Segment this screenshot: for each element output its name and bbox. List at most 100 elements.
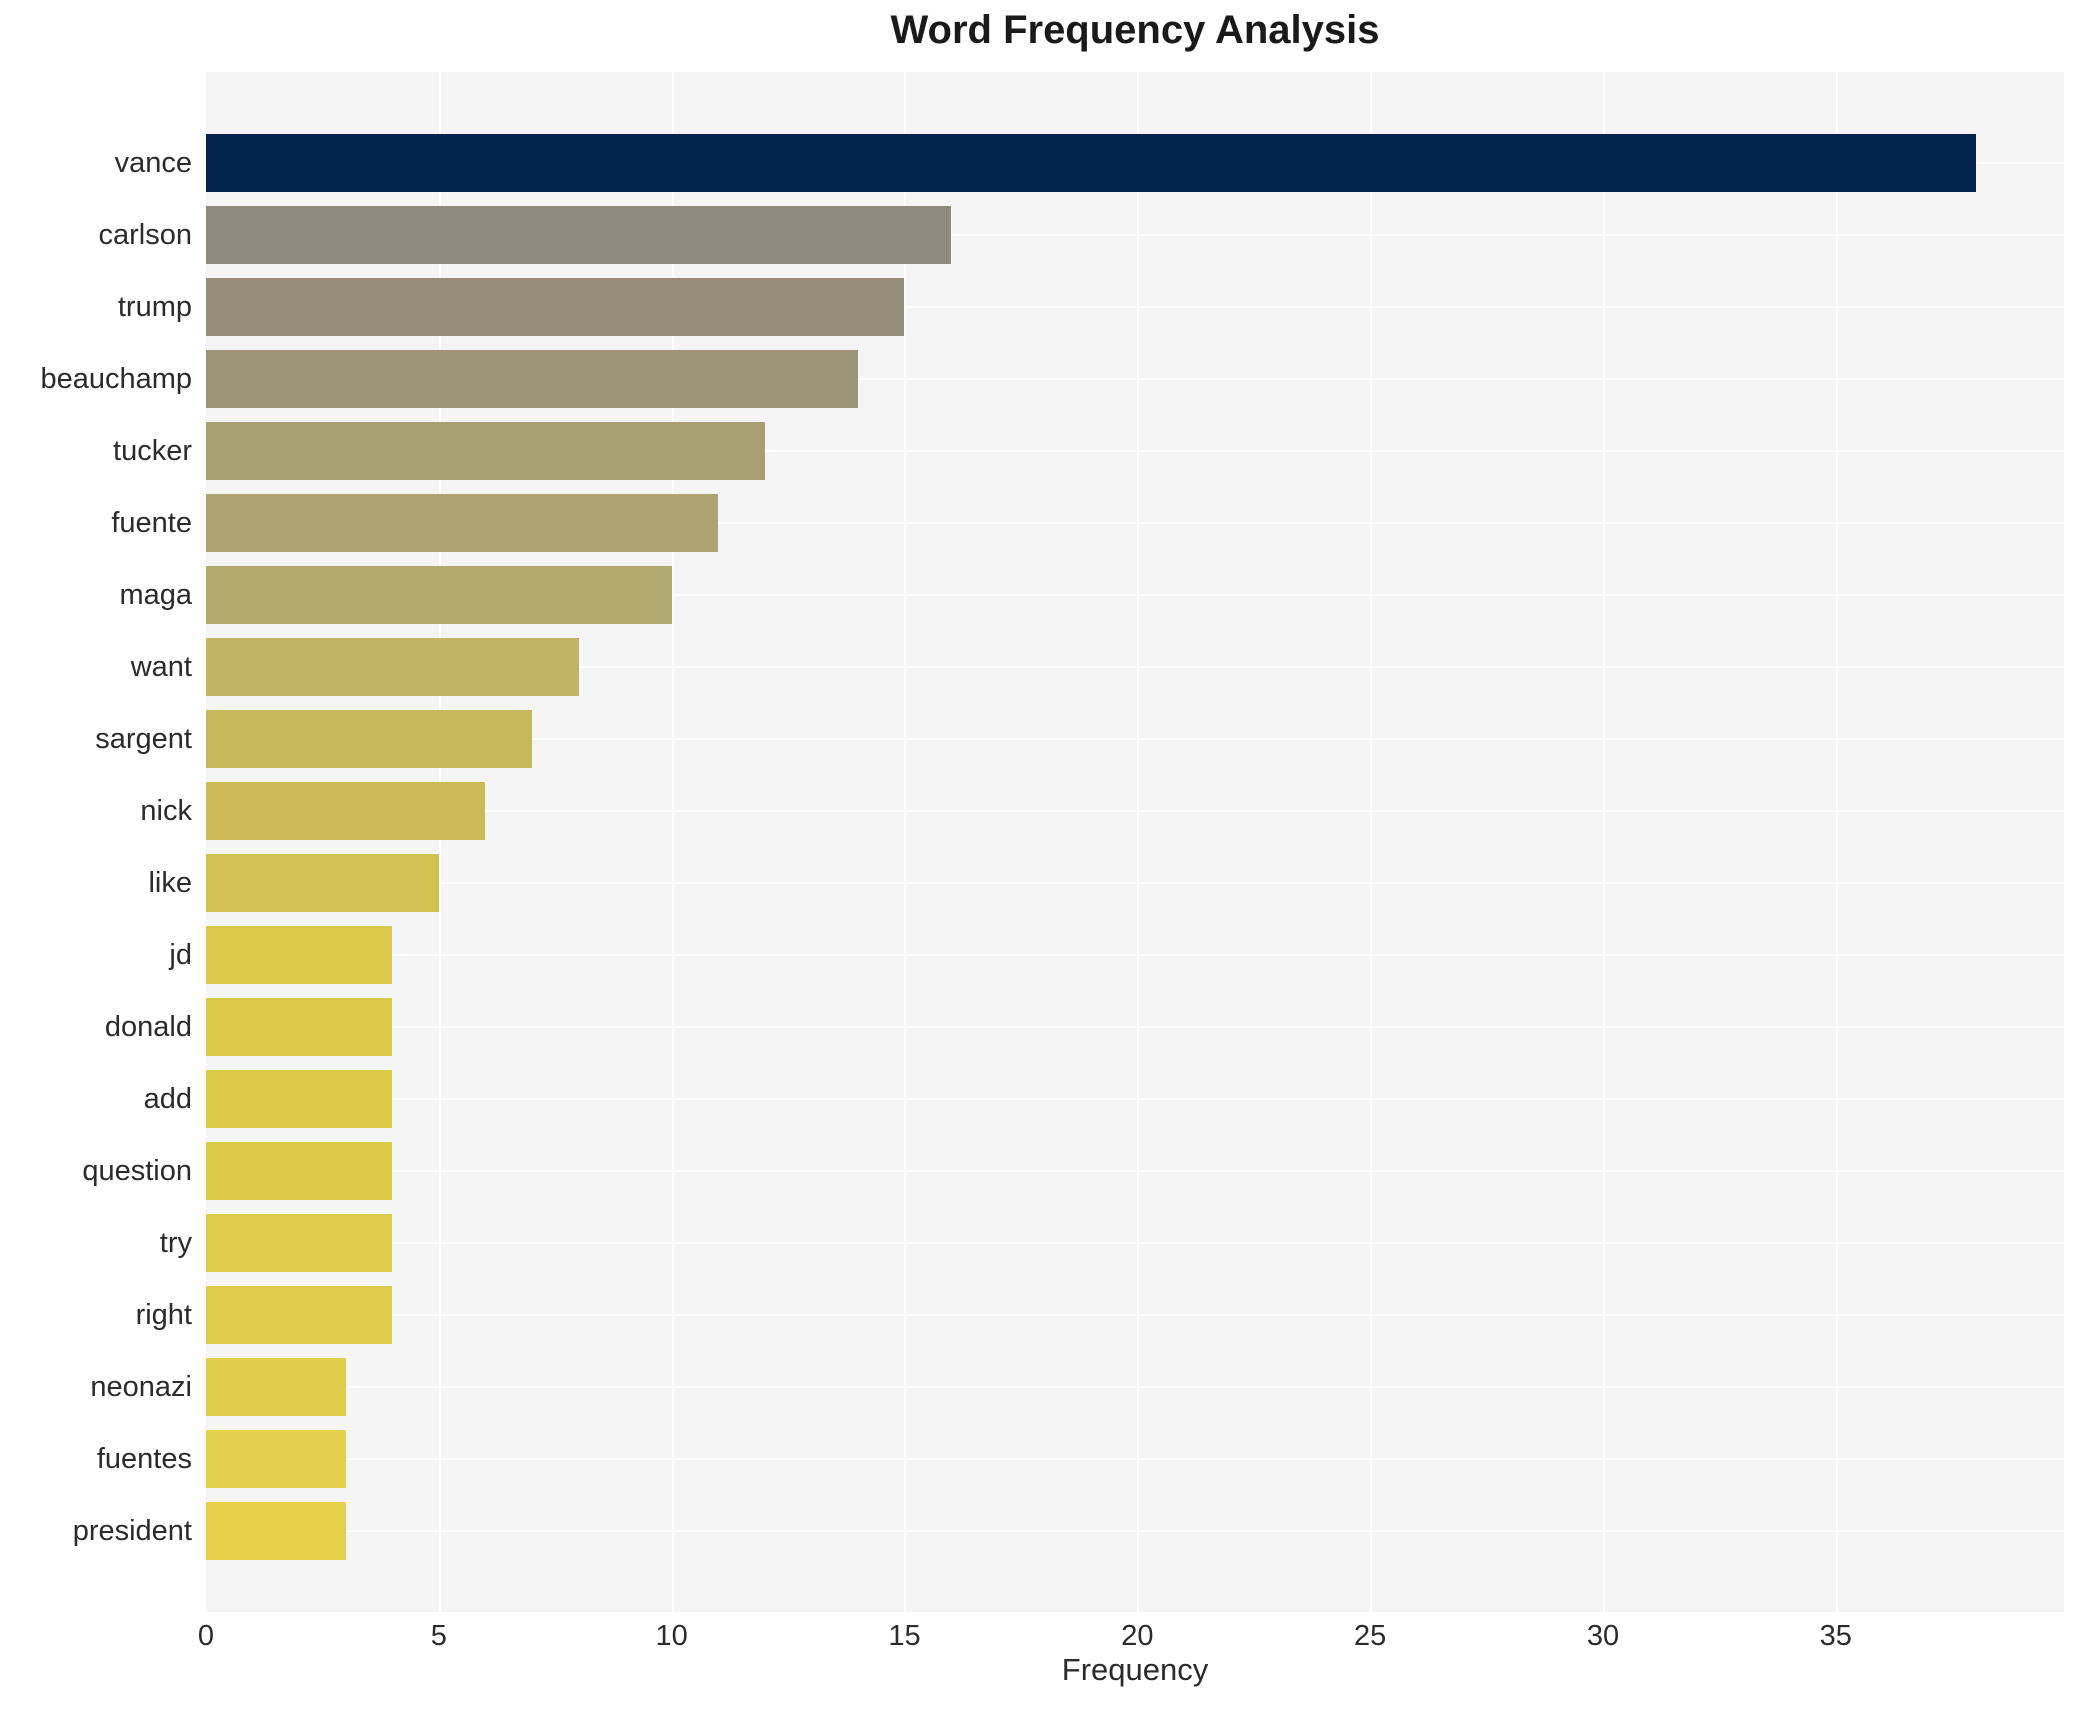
horizontal-gridline bbox=[206, 378, 2064, 380]
y-axis-label: want bbox=[130, 650, 192, 683]
x-axis-tick-label: 25 bbox=[1354, 1620, 1387, 1652]
horizontal-gridline bbox=[206, 450, 2064, 452]
frequency-bar bbox=[206, 926, 393, 984]
plot-area bbox=[206, 72, 2064, 1612]
vertical-gridline bbox=[438, 72, 441, 1612]
frequency-bar bbox=[206, 350, 858, 408]
x-axis-tick-label: 15 bbox=[888, 1620, 921, 1652]
x-axis-tick-label: 0 bbox=[197, 1620, 215, 1652]
bar-row bbox=[206, 638, 2064, 696]
horizontal-gridline bbox=[206, 1530, 2064, 1532]
frequency-bar bbox=[206, 1430, 346, 1488]
horizontal-gridline bbox=[206, 1098, 2064, 1100]
y-axis-label: maga bbox=[119, 578, 192, 611]
horizontal-gridline bbox=[206, 738, 2064, 740]
bar-row bbox=[206, 1286, 2064, 1344]
y-axis-label: jd bbox=[169, 938, 192, 971]
frequency-bar bbox=[206, 422, 765, 480]
y-axis-label: donald bbox=[104, 1010, 192, 1043]
bar-row bbox=[206, 278, 2064, 336]
y-axis-label: nick bbox=[140, 794, 192, 827]
frequency-bar bbox=[206, 782, 486, 840]
x-axis-ticks: 0 5 10 15 20 25 30 35 bbox=[198, 1616, 2064, 1656]
horizontal-gridline bbox=[206, 882, 2064, 884]
y-axis-label: fuente bbox=[111, 506, 192, 539]
vertical-gridline bbox=[671, 72, 674, 1612]
vertical-gridline bbox=[1370, 72, 1373, 1612]
bar-row bbox=[206, 1430, 2064, 1488]
bar-row bbox=[206, 350, 2064, 408]
bar-row bbox=[206, 782, 2064, 840]
y-axis-label: trump bbox=[117, 290, 192, 323]
vertical-gridline bbox=[1835, 72, 1838, 1612]
x-axis-tick-label: 5 bbox=[430, 1620, 447, 1652]
vertical-gridline bbox=[904, 72, 907, 1612]
y-axis-label: carlson bbox=[98, 218, 193, 251]
frequency-bar bbox=[206, 710, 532, 768]
horizontal-gridline bbox=[206, 810, 2064, 812]
frequency-bar bbox=[206, 638, 579, 696]
horizontal-gridline bbox=[206, 234, 2064, 236]
horizontal-gridline bbox=[206, 522, 2064, 524]
frequency-bar bbox=[206, 134, 1976, 192]
chart-title: Word Frequency Analysis bbox=[890, 8, 1380, 52]
horizontal-gridline bbox=[206, 1458, 2064, 1460]
bar-row bbox=[206, 206, 2064, 264]
x-axis-tick-label: 35 bbox=[1819, 1620, 1852, 1652]
y-axis-label: like bbox=[148, 866, 192, 899]
y-axis-label: beauchamp bbox=[40, 362, 192, 395]
vertical-gridline bbox=[1602, 72, 1605, 1612]
bar-row bbox=[206, 1214, 2064, 1272]
x-axis-tick-label: 20 bbox=[1121, 1620, 1154, 1652]
frequency-bar bbox=[206, 1142, 393, 1200]
bar-row bbox=[206, 1070, 2064, 1128]
frequency-bar bbox=[206, 854, 439, 912]
bar-row bbox=[206, 422, 2064, 480]
y-axis-label: fuentes bbox=[96, 1442, 192, 1475]
y-axis-label: tucker bbox=[113, 434, 192, 467]
horizontal-gridline bbox=[206, 594, 2064, 596]
x-axis-tick-label: 10 bbox=[655, 1620, 688, 1652]
frequency-bar bbox=[206, 1502, 346, 1560]
bar-row bbox=[206, 854, 2064, 912]
horizontal-gridline bbox=[206, 666, 2064, 668]
frequency-bar bbox=[206, 494, 719, 552]
frequency-bar bbox=[206, 1358, 346, 1416]
vertical-gridline bbox=[1137, 72, 1140, 1612]
frequency-bar bbox=[206, 206, 952, 264]
horizontal-gridline bbox=[206, 1026, 2064, 1028]
frequency-bar bbox=[206, 1070, 393, 1128]
y-axis-label: president bbox=[72, 1514, 192, 1547]
bar-row bbox=[206, 494, 2064, 552]
horizontal-gridline bbox=[206, 954, 2064, 956]
y-axis-label: vance bbox=[114, 146, 192, 179]
horizontal-gridline bbox=[206, 1170, 2064, 1172]
y-axis-labels: vance carlson trump beauchamp tucker fuente ma… bbox=[0, 72, 206, 1612]
bar-row bbox=[206, 566, 2064, 624]
bar-row bbox=[206, 998, 2064, 1056]
frequency-bar bbox=[206, 278, 905, 336]
frequency-bar bbox=[206, 566, 672, 624]
bar-row bbox=[206, 710, 2064, 768]
y-axis-label: sargent bbox=[95, 722, 192, 755]
horizontal-gridline bbox=[206, 1242, 2064, 1244]
chart-body: vance carlson trump beauchamp tucker fuente ma… bbox=[0, 72, 2064, 1612]
y-axis-label: question bbox=[82, 1154, 192, 1187]
bar-row bbox=[206, 1502, 2064, 1560]
y-axis-label: try bbox=[159, 1226, 192, 1259]
y-axis-label: add bbox=[143, 1082, 192, 1115]
frequency-bar bbox=[206, 1286, 393, 1344]
x-axis-title: Frequency bbox=[1061, 1652, 1209, 1687]
horizontal-gridline bbox=[206, 1314, 2064, 1316]
bar-row bbox=[206, 926, 2064, 984]
frequency-bar bbox=[206, 998, 393, 1056]
y-axis-label: neonazi bbox=[90, 1370, 192, 1403]
bar-row bbox=[206, 1358, 2064, 1416]
frequency-bar bbox=[206, 1214, 393, 1272]
bar-row bbox=[206, 1142, 2064, 1200]
horizontal-gridline bbox=[206, 1386, 2064, 1388]
plot-rows bbox=[206, 72, 2064, 1612]
horizontal-gridline bbox=[206, 306, 2064, 308]
x-axis-tick-label: 30 bbox=[1586, 1620, 1620, 1652]
